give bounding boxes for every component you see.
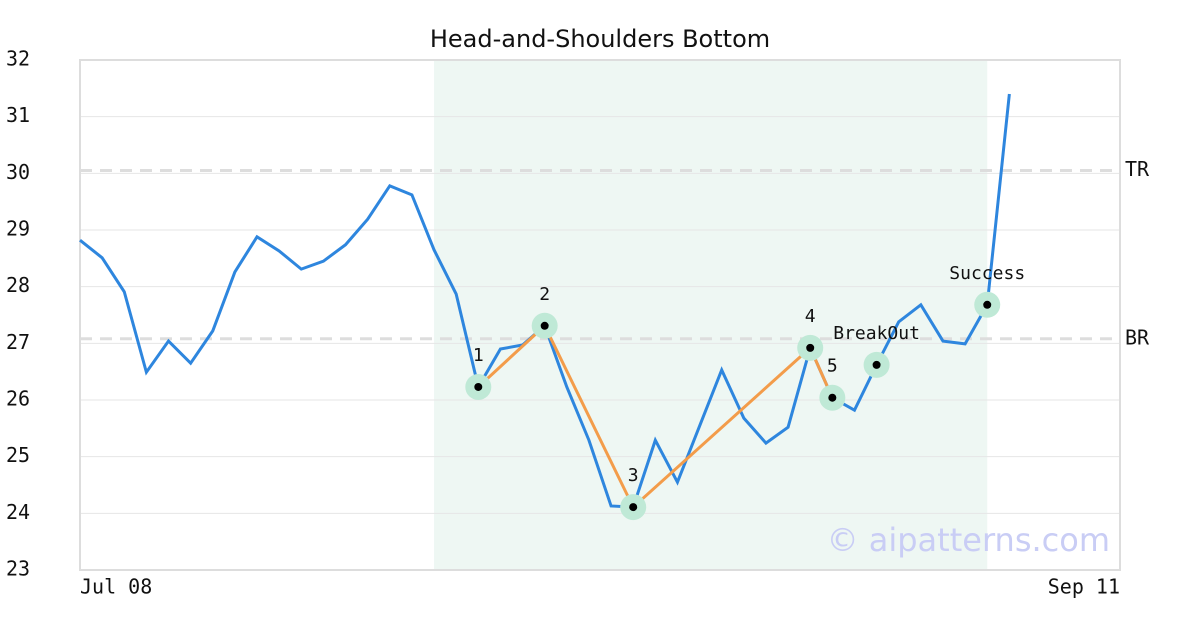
pattern_points-label: 4 <box>805 306 816 327</box>
plot-frame <box>79 59 1121 571</box>
y-tick-label: 24 <box>6 500 30 524</box>
x-tick-label: Sep 11 <box>1048 575 1120 599</box>
y-tick-label: 23 <box>6 557 30 581</box>
pattern_points-label: 5 <box>827 356 838 377</box>
y-tick-label: 29 <box>6 217 30 241</box>
y-tick-label: 30 <box>6 160 30 184</box>
pattern_points-label: 1 <box>473 345 484 366</box>
y-tick-label: 32 <box>6 47 30 71</box>
point-marker <box>806 343 815 352</box>
pattern_points-label: 2 <box>539 284 550 305</box>
y-tick-label: 28 <box>6 273 30 297</box>
y-tick-label: 26 <box>6 387 30 411</box>
point-marker <box>629 503 638 512</box>
point-marker <box>983 300 992 309</box>
point-marker <box>828 393 837 402</box>
level-label: TR <box>1125 157 1150 181</box>
chart-title: Head-and-Shoulders Bottom <box>430 25 770 53</box>
x-tick-label: Jul 08 <box>80 575 152 599</box>
pattern-region <box>434 60 988 570</box>
events-label: BreakOut <box>833 323 920 344</box>
point-marker <box>474 382 483 391</box>
level-label: BR <box>1125 325 1150 349</box>
point-marker <box>872 360 881 369</box>
point-marker <box>540 321 549 330</box>
pattern_points-label: 3 <box>628 465 639 486</box>
y-tick-label: 27 <box>6 330 30 354</box>
events-label: Success <box>949 263 1025 284</box>
y-tick-label: 31 <box>6 103 30 127</box>
watermark: © aipatterns.com <box>827 521 1110 559</box>
y-tick-label: 25 <box>6 443 30 467</box>
